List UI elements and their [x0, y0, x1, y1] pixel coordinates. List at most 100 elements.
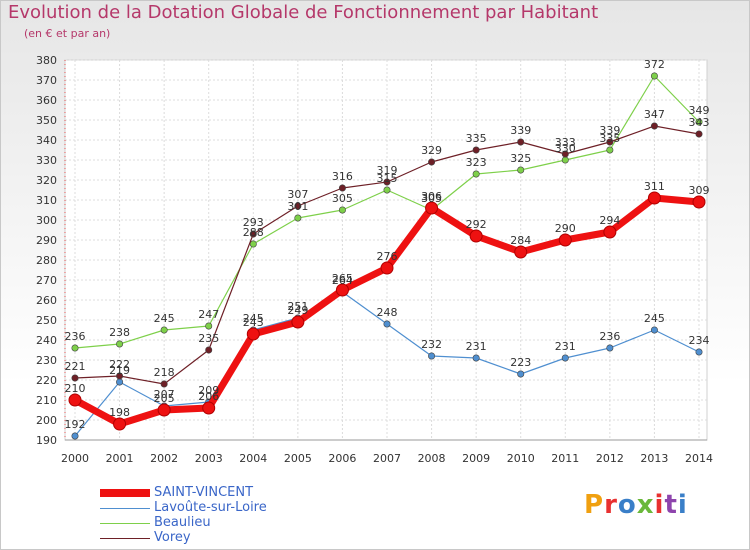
data-label: 294 [599, 214, 620, 227]
data-label: 309 [689, 184, 710, 197]
data-label: 301 [287, 200, 308, 213]
data-label: 339 [599, 124, 620, 137]
data-label: 290 [555, 222, 576, 235]
x-tick-label: 2006 [328, 452, 356, 465]
data-label: 330 [555, 142, 576, 155]
data-label: 248 [377, 306, 398, 319]
data-point [338, 184, 346, 192]
data-point [383, 178, 391, 186]
y-tick-label: 240 [36, 334, 57, 347]
y-tick-label: 350 [36, 114, 57, 127]
data-point [71, 374, 79, 382]
x-tick-label: 2000 [61, 452, 89, 465]
data-label: 329 [421, 144, 442, 157]
x-tick-label: 2005 [284, 452, 312, 465]
data-label: 245 [644, 312, 665, 325]
data-label: 234 [689, 334, 710, 347]
data-point [428, 158, 436, 166]
data-label: 292 [466, 218, 487, 231]
y-tick-label: 250 [36, 314, 57, 327]
legend-label: Beaulieu [154, 515, 211, 530]
y-tick-label: 210 [36, 394, 57, 407]
y-tick-label: 320 [36, 174, 57, 187]
data-point [294, 214, 302, 222]
data-label: 205 [154, 392, 175, 405]
data-label: 236 [599, 330, 620, 343]
data-point [650, 326, 658, 334]
data-point [695, 130, 703, 138]
data-label: 265 [332, 272, 353, 285]
legend-swatch-beaulieu [100, 523, 150, 524]
data-label: 221 [65, 360, 86, 373]
data-label: 284 [510, 234, 531, 247]
data-point [606, 138, 614, 146]
data-label: 325 [510, 152, 531, 165]
data-label: 305 [332, 192, 353, 205]
data-point [335, 283, 349, 297]
y-tick-label: 290 [36, 234, 57, 247]
data-point [380, 261, 394, 275]
data-label: 222 [109, 358, 130, 371]
data-label: 333 [555, 136, 576, 149]
data-point [205, 322, 213, 330]
data-point [202, 401, 216, 415]
legend-label: Vorey [154, 530, 191, 545]
data-point [603, 225, 617, 239]
data-label: 323 [466, 156, 487, 169]
x-tick-label: 2004 [239, 452, 267, 465]
chart-title: Evolution de la Dotation Globale de Fonc… [8, 2, 599, 23]
data-point [517, 166, 525, 174]
data-point [606, 146, 614, 154]
data-label: 235 [198, 332, 219, 345]
chart-subtitle: (en € et par an) [24, 27, 111, 40]
data-point [647, 191, 661, 205]
data-point [472, 170, 480, 178]
data-label: 192 [65, 418, 86, 431]
data-label: 206 [198, 390, 219, 403]
legend-swatch-lavoute-sur-loire [100, 508, 150, 509]
data-point [116, 372, 124, 380]
data-label: 243 [243, 316, 264, 329]
data-label: 251 [287, 300, 308, 313]
x-tick-label: 2010 [507, 452, 535, 465]
data-point [160, 326, 168, 334]
data-point [249, 230, 257, 238]
y-tick-label: 380 [36, 54, 57, 67]
y-tick-label: 280 [36, 254, 57, 267]
y-tick-label: 310 [36, 194, 57, 207]
x-tick-label: 2008 [418, 452, 446, 465]
x-tick-label: 2009 [462, 452, 490, 465]
data-label: 231 [555, 340, 576, 353]
data-point [472, 146, 480, 154]
data-label: 319 [377, 164, 398, 177]
data-label: 372 [644, 58, 665, 71]
data-label: 210 [65, 382, 86, 395]
x-tick-label: 2007 [373, 452, 401, 465]
data-point [246, 327, 260, 341]
data-point [514, 245, 528, 259]
data-point [650, 72, 658, 80]
data-label: 343 [689, 116, 710, 129]
data-point [338, 206, 346, 214]
x-tick-label: 2012 [596, 452, 624, 465]
y-tick-label: 360 [36, 94, 57, 107]
data-point [116, 378, 124, 386]
data-point [650, 122, 658, 130]
data-point [428, 352, 436, 360]
data-label: 339 [510, 124, 531, 137]
x-tick-label: 2001 [106, 452, 134, 465]
data-point [425, 201, 439, 215]
data-point [558, 233, 572, 247]
y-tick-label: 340 [36, 134, 57, 147]
data-point [160, 380, 168, 388]
data-label: 306 [421, 190, 442, 203]
data-point [249, 240, 257, 248]
data-point [157, 403, 171, 417]
data-point [517, 138, 525, 146]
data-point [71, 432, 79, 440]
data-label: 249 [287, 304, 308, 317]
y-tick-label: 200 [36, 414, 57, 427]
plot-area [64, 59, 708, 441]
data-point [695, 118, 703, 126]
